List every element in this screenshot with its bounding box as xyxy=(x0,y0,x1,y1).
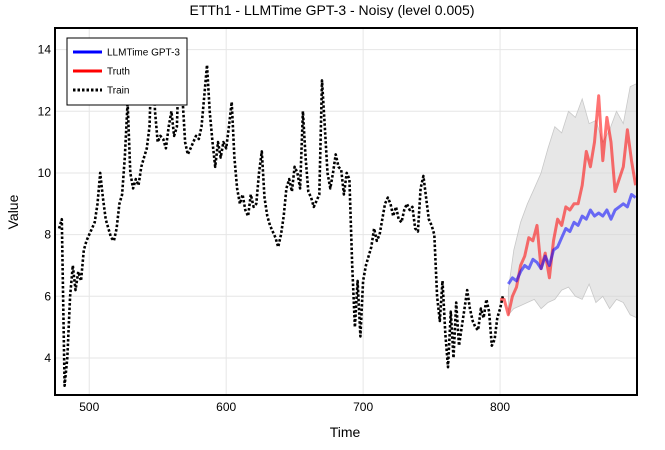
forecast-series-line xyxy=(507,193,637,285)
y-tick-label: 12 xyxy=(38,104,52,118)
y-tick-label: 10 xyxy=(38,166,52,180)
y-axis-label: Value xyxy=(5,194,21,229)
truth-series-line xyxy=(500,94,638,317)
axis-ticks: 500 600 700 800 4 6 8 10 12 14 xyxy=(38,43,511,414)
y-tick-label: 6 xyxy=(44,289,51,303)
x-tick-label: 800 xyxy=(490,400,510,414)
series-group xyxy=(57,38,638,388)
x-tick-label: 700 xyxy=(353,400,373,414)
y-tick-label: 14 xyxy=(38,43,52,57)
y-tick-label: 4 xyxy=(44,351,51,365)
legend-label: LLMTime GPT-3 xyxy=(107,48,180,59)
plot-frame xyxy=(54,27,638,396)
legend-label: Train xyxy=(107,86,129,97)
x-axis-label: Time xyxy=(330,424,361,440)
legend-label: Truth xyxy=(107,67,130,78)
y-tick-label: 8 xyxy=(44,228,51,242)
chart-title: ETTh1 - LLMTime GPT-3 - Noisy (level 0.0… xyxy=(189,2,474,18)
legend: LLMTime GPT-3 Truth Train xyxy=(66,37,188,106)
x-tick-label: 500 xyxy=(79,400,99,414)
train-series-line xyxy=(57,38,505,388)
x-tick-label: 600 xyxy=(216,400,236,414)
